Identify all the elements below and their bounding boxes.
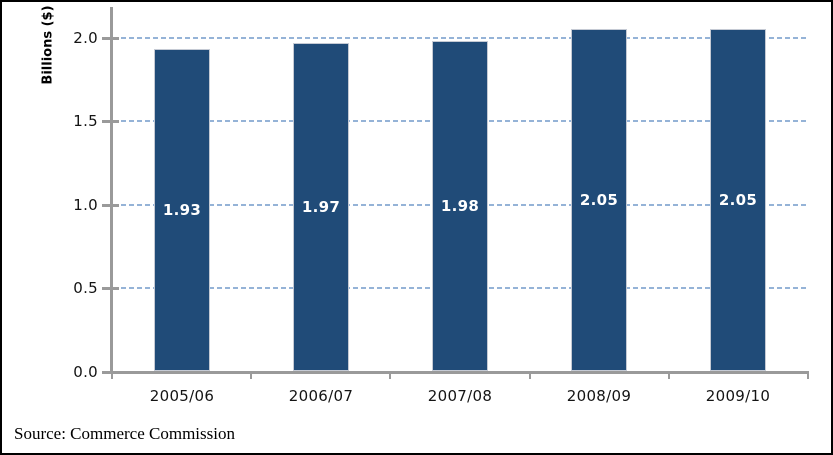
- x-axis-tick: [668, 371, 670, 379]
- y-axis-tick: [102, 204, 119, 207]
- y-tick-label: 1.5: [73, 112, 98, 130]
- x-tick-label: 2009/10: [705, 387, 771, 405]
- y-axis-tick: [102, 37, 119, 40]
- x-axis-tick: [111, 371, 113, 379]
- x-axis-tick: [250, 371, 252, 379]
- x-tick-label: 2005/06: [149, 387, 215, 405]
- x-axis-tick: [389, 371, 391, 379]
- x-tick-label: 2008/09: [566, 387, 632, 405]
- bar-value-label: 2.05: [718, 191, 758, 209]
- x-axis-tick: [529, 371, 531, 379]
- bar: 2.05: [571, 29, 627, 371]
- bar-value-label: 1.97: [301, 198, 341, 216]
- x-tick-label: 2006/07: [288, 387, 354, 405]
- y-axis-tick: [102, 287, 119, 290]
- y-tick-label: 0.5: [73, 279, 98, 297]
- bar-value-label: 1.93: [162, 201, 202, 219]
- gridline: [113, 37, 809, 39]
- x-axis-line: [108, 371, 809, 374]
- y-tick-label: 0.0: [73, 363, 98, 381]
- y-tick-label: 2.0: [73, 29, 98, 47]
- y-tick-label: 1.0: [73, 196, 98, 214]
- x-tick-label: 2007/08: [427, 387, 493, 405]
- bar: 1.93: [154, 49, 210, 371]
- source-caption: Source: Commerce Commission: [14, 424, 235, 443]
- y-axis-line: [110, 7, 113, 374]
- y-axis-tick: [102, 120, 119, 123]
- bar: 1.98: [432, 41, 488, 371]
- y-axis-tick: [102, 371, 119, 374]
- bar-value-label: 1.98: [440, 197, 480, 215]
- x-axis-tick: [807, 371, 809, 379]
- bar: 1.97: [293, 43, 349, 371]
- bar-value-label: 2.05: [579, 191, 619, 209]
- y-axis-title: Billions ($): [40, 5, 56, 85]
- bar: 2.05: [710, 29, 766, 371]
